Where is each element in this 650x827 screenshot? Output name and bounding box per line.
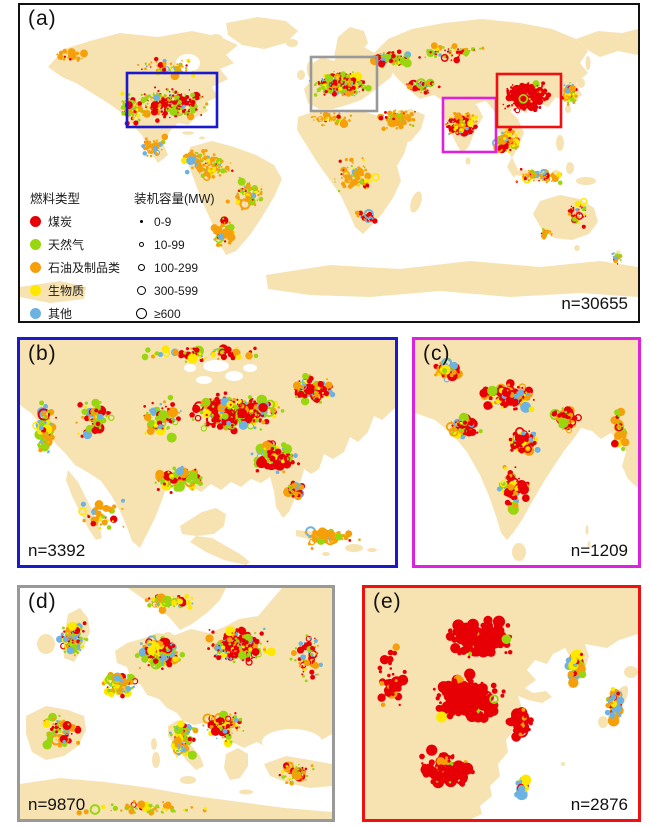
landmass-yucatan xyxy=(180,508,226,536)
legend-label: 300-599 xyxy=(154,283,199,298)
panel-b-us-map: (b) n=3392 xyxy=(17,337,398,568)
panel-e-label: (e) xyxy=(373,590,402,613)
legend-label: ≥600 xyxy=(154,306,181,321)
landmass-sri-lanka xyxy=(512,543,526,561)
legend-label: 0-9 xyxy=(154,214,172,229)
legend-label: 生物质 xyxy=(48,284,85,298)
landmass-australia xyxy=(533,195,598,240)
landmass-north-africa xyxy=(20,778,332,819)
size-marker-icon xyxy=(137,264,145,271)
legend-fuel-title: 燃料类型 xyxy=(30,192,81,206)
great-lakes xyxy=(184,360,257,384)
legend-item-gas: 天然气 xyxy=(30,233,120,256)
legend-item-oil: 石油及制品类 xyxy=(30,256,120,279)
india-map-svg xyxy=(415,340,638,561)
legend-size-title: 装机容量(MW) xyxy=(134,192,215,206)
landmass-europe-mainland xyxy=(115,588,332,749)
legend-size-column: 装机容量(MW) 0-9 10-99 100-299 300-599 ≥600 xyxy=(134,188,244,321)
us-map-svg xyxy=(20,340,395,565)
legend-item-coal: 煤炭 xyxy=(30,210,120,233)
legend-fuel-column: 燃料类型 煤炭 天然气 石油及制品类 生物质 其他 xyxy=(30,188,120,321)
panel-a-count: n=30655 xyxy=(561,294,628,313)
black-sea xyxy=(262,729,322,755)
panel-b-count: n=3392 xyxy=(28,541,86,560)
dots-layer xyxy=(56,42,623,265)
panel-d-europe-map: (d) n=9870 xyxy=(17,585,335,822)
europe-map-svg xyxy=(20,588,332,819)
dots-layer xyxy=(32,344,361,551)
china-map-svg xyxy=(365,588,638,819)
size-marker-icon xyxy=(138,242,144,247)
dots-layer xyxy=(377,615,625,801)
oil-swatch-icon xyxy=(30,262,41,273)
landmass-scandinavia xyxy=(334,27,368,61)
size-marker-icon xyxy=(136,286,146,295)
dots-layer xyxy=(433,357,630,515)
landmass-scandinavia xyxy=(128,588,226,630)
legend-label: 煤炭 xyxy=(48,215,73,229)
panel-d-label: (d) xyxy=(28,590,57,613)
panel-c-india-map: (c) n=1209 xyxy=(412,337,641,568)
coal-swatch-icon xyxy=(30,216,41,227)
inset-box-e xyxy=(495,72,563,129)
legend-label: 天然气 xyxy=(48,238,85,252)
legend-size-10-99: 10-99 xyxy=(134,233,244,256)
landmass-hainan xyxy=(449,810,465,819)
landmass-hokkaido xyxy=(624,666,638,678)
landmass-greece xyxy=(224,748,248,780)
legend: 燃料类型 煤炭 天然气 石油及制品类 生物质 其他 装机容量(MW) 0-9 1… xyxy=(30,188,244,321)
inset-box-b xyxy=(125,71,219,129)
panel-c-label: (c) xyxy=(423,342,451,365)
landmass-ireland xyxy=(37,634,55,654)
panel-e-china-map: (e) n=2876 xyxy=(362,585,641,822)
legend-item-biomass: 生物质 xyxy=(30,279,120,302)
legend-size-0-9: 0-9 xyxy=(134,210,244,233)
inset-boxes xyxy=(125,55,563,154)
legend-item-other: 其他 xyxy=(30,302,120,321)
size-marker-icon xyxy=(135,308,147,319)
legend-label: 石油及制品类 xyxy=(48,261,121,275)
other-swatch-icon xyxy=(30,308,41,319)
biomass-swatch-icon xyxy=(30,285,41,296)
land-layer xyxy=(20,588,332,819)
legend-label: 其他 xyxy=(48,307,73,321)
legend-size-100-299: 100-299 xyxy=(134,256,244,279)
legend-label: 100-299 xyxy=(154,260,199,275)
panel-d-count: n=9870 xyxy=(28,795,86,814)
landmass-antarctica xyxy=(266,261,638,297)
panel-c-count: n=1209 xyxy=(570,541,628,560)
landmass-greenland xyxy=(226,17,298,49)
landmass-kyushu xyxy=(598,716,608,728)
landmass-asia xyxy=(372,19,588,117)
world-map-svg xyxy=(20,17,638,303)
panel-e-count: n=2876 xyxy=(570,795,628,814)
dots-layer xyxy=(42,593,323,816)
panel-a-label: (a) xyxy=(28,7,57,30)
gas-swatch-icon xyxy=(30,239,41,250)
panel-a-world-map: (a) 燃料类型 煤炭 天然气 石油及制品类 生物质 其他 装机容量(MW) 0… xyxy=(18,3,640,323)
inset-box-d xyxy=(309,55,379,113)
legend-size-600plus: ≥600 xyxy=(134,302,244,321)
size-marker-icon xyxy=(139,220,143,223)
legend-label: 10-99 xyxy=(154,237,185,252)
landmass-central-america xyxy=(190,536,250,565)
panel-b-label: (b) xyxy=(28,342,57,365)
legend-size-300-599: 300-599 xyxy=(134,279,244,302)
